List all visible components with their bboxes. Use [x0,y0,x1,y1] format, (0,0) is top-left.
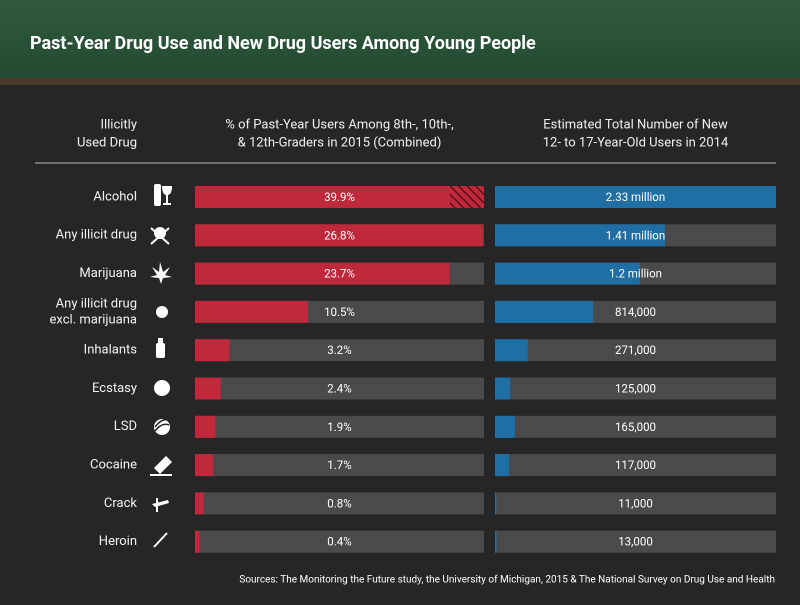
value-label: 39.9% [324,190,355,204]
category-label: Marijuana [79,266,137,281]
value-label: 23.7% [324,267,355,281]
bar [195,224,483,247]
category-label: Any illicit drug [56,228,137,243]
bar-track [195,492,484,515]
category-label: Ecstasy [92,381,137,396]
bar [195,262,450,285]
bar-track [195,454,484,477]
category-label: Heroin [99,534,137,549]
row-header: Illicitly [100,117,137,132]
value-label: 2.33 million [606,190,665,204]
bar-track [495,377,776,400]
overflow-hatch [450,186,484,208]
bar [495,300,594,323]
bar-track [195,530,484,553]
value-label: 1.9% [327,420,351,434]
category-label: Alcohol [93,189,137,204]
bar-track [495,415,776,438]
bar [195,415,216,438]
panel-title: Estimated Total Number of New [543,117,728,132]
panel-title: % of Past-Year Users Among 8th-, 10th-, [225,117,453,132]
bar [495,530,497,553]
bar [195,454,214,477]
bar-track [195,377,484,400]
header-band [0,0,800,78]
header-strip [0,78,800,85]
icons [150,184,172,548]
bar-track [495,530,776,553]
value-label: 10.5% [324,305,355,319]
bar [195,492,204,515]
title: Past-Year Drug Use and New Drug Users Am… [30,33,536,54]
value-label: 1.2 million [609,267,662,281]
bar [495,454,510,477]
panel-title: 12- to 17-Year-Old Users in 2014 [543,135,729,150]
bar-track [495,492,776,515]
row-header: Used Drug [77,135,137,150]
value-label: 0.4% [327,535,351,549]
bar [195,186,484,208]
value-label: 11,000 [618,496,653,510]
bar [195,300,308,323]
value-label: 1.7% [327,458,351,472]
value-label: 3.2% [327,343,351,357]
category-label: Cocaine [90,458,137,473]
value-label: 13,000 [618,535,653,549]
bar-track [195,415,484,438]
bar [495,492,497,515]
category-label: Any illicit drug [56,296,137,311]
bar [495,339,528,362]
source: Sources: The Monitoring the Future study… [239,574,775,586]
category-label: Inhalants [84,343,138,358]
panel-title: & 12th-Graders in 2015 (Combined) [238,135,442,150]
category-label: Crack [104,496,137,511]
bar [495,377,511,400]
bar [495,186,776,208]
category-label: excl. marijuana [50,312,137,327]
value-label: 1.41 million [606,228,665,242]
bar [495,415,515,438]
bar [495,262,640,285]
bar [195,530,200,553]
value-label: 165,000 [615,420,656,434]
bar-track [195,339,484,362]
value-label: 26.8% [324,228,355,242]
value-label: 0.8% [327,496,351,510]
value-label: 117,000 [615,458,656,472]
value-label: 814,000 [615,305,656,319]
category-label: LSD [114,419,137,434]
bar [195,339,230,362]
value-label: 125,000 [615,382,656,396]
bar-track [495,339,776,362]
bar-track [495,454,776,477]
value-label: 2.4% [327,382,351,396]
value-label: 271,000 [615,343,656,357]
bar [195,377,221,400]
bar [495,224,666,247]
